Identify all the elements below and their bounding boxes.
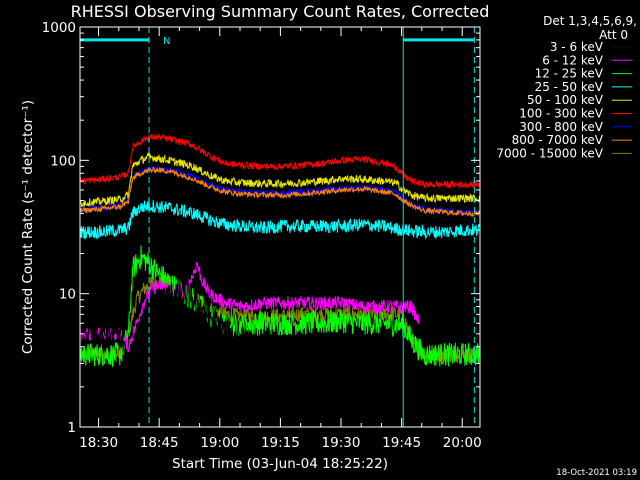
legend-label-7: 800 - 7000 keV <box>512 133 604 147</box>
series-line-50-100-kev <box>80 151 480 208</box>
annotation-label-0: N <box>163 36 170 47</box>
legend-label-6: 300 - 800 keV <box>519 120 603 134</box>
series-line-3-6-kev <box>80 278 411 427</box>
x-tick-label: 20:00 <box>443 435 482 451</box>
y-tick-label: 100 <box>50 153 76 169</box>
x-tick-label: 19:45 <box>382 435 421 451</box>
y-tick-label: 1 <box>67 420 76 436</box>
x-tick-label: 18:30 <box>79 435 118 451</box>
legend-header-line-2: Att 0 <box>599 28 628 42</box>
y-tick-label: 1000 <box>42 20 76 36</box>
series-layer <box>80 132 480 427</box>
series-line-800-7000-kev <box>80 166 480 218</box>
series-line-12-25-kev <box>80 245 480 368</box>
chart-title: RHESSI Observing Summary Count Rates, Co… <box>71 2 490 21</box>
legend-label-2: 12 - 25 keV <box>535 67 604 81</box>
series-line-6-12-kev <box>80 262 420 353</box>
y-tick-label: 10 <box>59 287 76 303</box>
series-line-25-50-kev <box>80 199 480 240</box>
y-axis-label: Corrected Count Rate (s⁻¹ detector⁻¹) <box>20 100 36 354</box>
legend-label-4: 50 - 100 keV <box>527 93 604 107</box>
x-tick-label: 18:45 <box>140 435 179 451</box>
x-tick-label: 19:15 <box>261 435 300 451</box>
x-tick-label: 19:00 <box>200 435 239 451</box>
x-tick-label: 19:30 <box>322 435 361 451</box>
legend-label-3: 25 - 50 keV <box>535 80 604 94</box>
axes: 18:30 18:45 19:00 19:15 19:30 19:45 20:00 1 10 10… <box>42 20 482 451</box>
legend-label-5: 100 - 300 keV <box>519 107 603 121</box>
legend-label-8: 7000 - 15000 keV <box>496 146 603 160</box>
legend-label-0: 3 - 6 keV <box>550 40 604 54</box>
x-axis-label: Start Time (03-Jun-04 18:25:22) <box>172 456 388 472</box>
legend-header-line-1: Det 1,3,4,5,6,9, <box>543 14 637 28</box>
series-line-100-300-kev <box>80 132 480 189</box>
legend-label-1: 6 - 12 keV <box>542 53 604 67</box>
generation-timestamp: 18-Oct-2021 03:19 <box>556 468 637 478</box>
